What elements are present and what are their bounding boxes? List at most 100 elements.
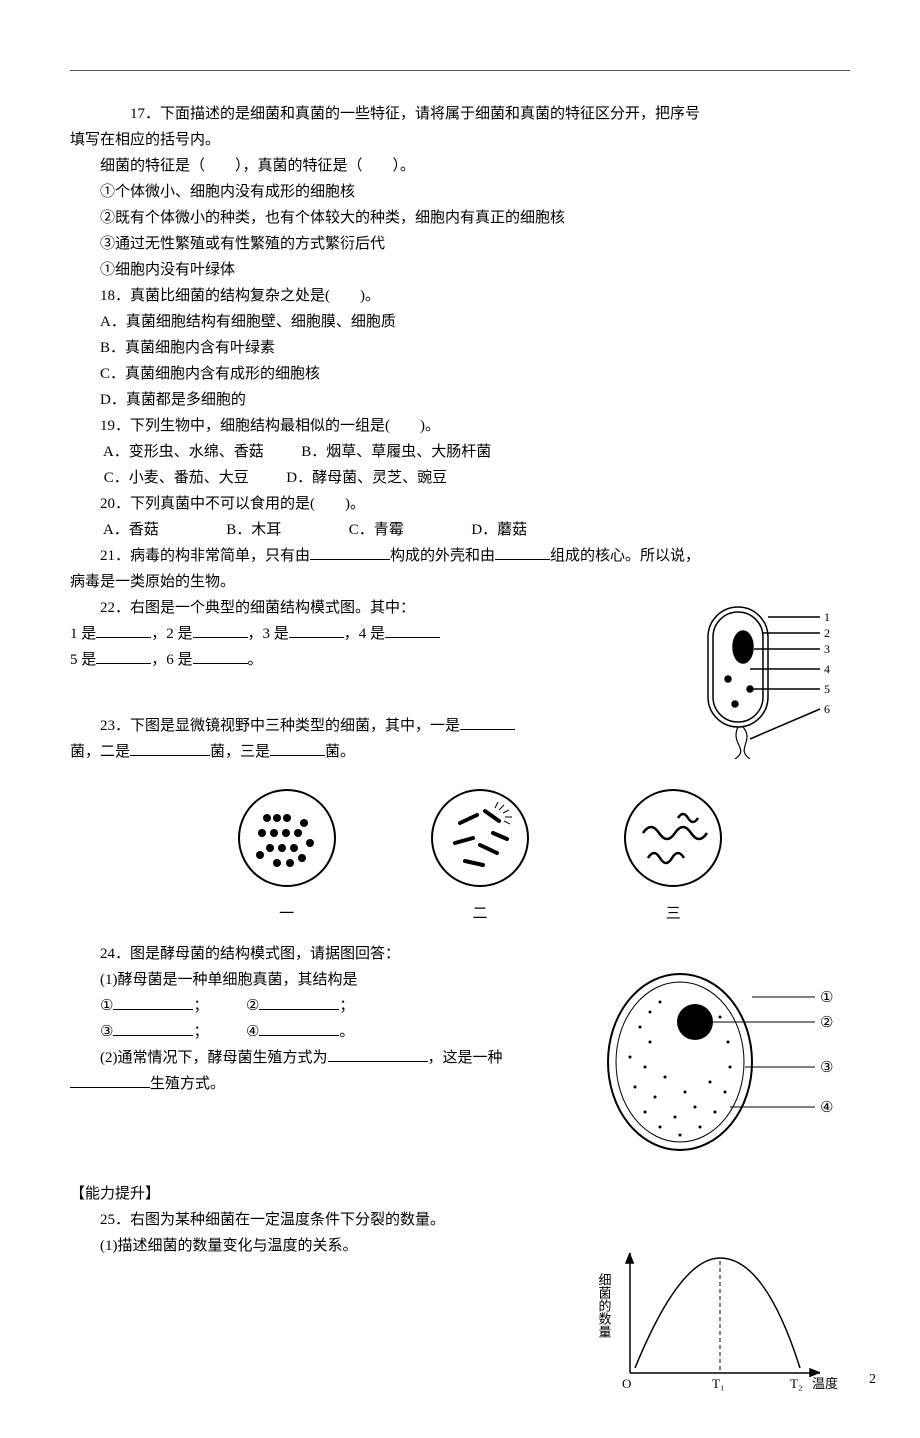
q24-p2b: ，这是一种 bbox=[428, 1050, 503, 1066]
q17-line1: 细菌的特征是（ ），真菌的特征是（ ）。 bbox=[70, 153, 850, 179]
q23-sb: 菌，二是 bbox=[70, 744, 130, 760]
q20-stem: 20．下列真菌中不可以食用的是( )。 bbox=[70, 491, 850, 517]
q24-row1: ① ； ② ； bbox=[70, 993, 580, 1019]
cap-3: 三 bbox=[618, 902, 728, 923]
q24-block: (1)酵母菌是一种单细胞真菌，其结构是 ①； ②； ③； ④。 (2)通常情况下… bbox=[70, 967, 850, 1162]
q18-stem: 18．真菌比细菌的结构复杂之处是( )。 bbox=[70, 283, 850, 309]
q22-l2c: 。 bbox=[248, 652, 263, 668]
q19-c: C．小麦、番茄、大豆 bbox=[104, 470, 249, 486]
yeast-label-4: ④ bbox=[820, 1100, 833, 1116]
q22-blank5 bbox=[96, 648, 151, 664]
q25-stem: 25．右图为某种细菌在一定温度条件下分裂的数量。 bbox=[70, 1207, 850, 1233]
bact-label-2: 2 bbox=[824, 626, 830, 640]
page: 17．下面描述的是细菌和真菌的一些特征，请将属于细菌和真菌的特征区分开，把序号 … bbox=[0, 0, 920, 1438]
chart-ylabel: 细菌的数量 bbox=[597, 1273, 612, 1338]
q18-d: D．真菌都是多细胞的 bbox=[70, 387, 850, 413]
q24-stem: 24．图是酵母菌的结构模式图，请据图回答： bbox=[70, 941, 850, 967]
q19-stem: 19．下列生物中，细胞结构最相似的一组是( )。 bbox=[70, 413, 850, 439]
q21-blank1 bbox=[310, 544, 390, 560]
q22-blank4 bbox=[385, 622, 440, 638]
q17-c4: ①细胞内没有叶绿体 bbox=[70, 257, 850, 283]
bacterium-icon: 1 2 3 4 5 6 bbox=[680, 589, 850, 759]
q21-blank2 bbox=[495, 544, 550, 560]
yeast-label-1: ① bbox=[820, 990, 833, 1006]
yeast-diagram: ① ② ③ ④ bbox=[580, 967, 850, 1162]
top-rule bbox=[70, 70, 850, 71]
q22-l1a: 1 是 bbox=[70, 626, 96, 642]
cocci-icon bbox=[232, 783, 342, 893]
q19-d: D．酵母菌、灵芝、豌豆 bbox=[286, 470, 447, 486]
bact-label-3: 3 bbox=[824, 642, 830, 656]
q19-row1: A．变形虫、水绵、香菇 B．烟草、草履虫、大肠杆菌 bbox=[70, 439, 850, 465]
page-number: 2 bbox=[869, 1372, 876, 1388]
q24-r1a: ① bbox=[100, 998, 113, 1014]
q17-stem-2: 填写在相应的括号内。 bbox=[70, 127, 850, 153]
q19-row2: C．小麦、番茄、大豆 D．酵母菌、灵芝、豌豆 bbox=[70, 465, 850, 491]
q20-a: A．香菇 bbox=[103, 522, 159, 538]
q23-blank3 bbox=[270, 740, 325, 756]
q24-b3 bbox=[113, 1020, 193, 1036]
q24-p2: (2)通常情况下，酵母菌生殖方式为 ，这是一种 bbox=[70, 1045, 580, 1071]
chart-xlabel: 温度 bbox=[812, 1376, 838, 1391]
q24-r2d: 。 bbox=[339, 1024, 354, 1040]
yeast-icon: ① ② ③ ④ bbox=[590, 967, 850, 1157]
q24-p3: 生殖方式。 bbox=[70, 1071, 580, 1097]
q24-b6 bbox=[70, 1072, 150, 1088]
q23-sa: 23．下图是显微镜视野中三种类型的细菌，其中，一是 bbox=[100, 718, 460, 734]
yeast-label-2: ② bbox=[820, 1015, 833, 1031]
bact-label-4: 4 bbox=[824, 662, 830, 676]
q24-r2a: ③ bbox=[100, 1024, 113, 1040]
bact-label-6: 6 bbox=[824, 702, 830, 716]
q21-mid2: 组成的核心。所以说， bbox=[550, 548, 700, 564]
q22-l2b: ，6 是 bbox=[151, 652, 192, 668]
q24-b5 bbox=[328, 1046, 428, 1062]
q23-blank1 bbox=[460, 714, 515, 730]
chart-t2: T₂ bbox=[790, 1376, 802, 1391]
temperature-chart-icon: 细菌的数量 O T₁ T₂ 温度 bbox=[590, 1233, 850, 1393]
bacilli-icon bbox=[425, 783, 535, 893]
q21-mid1: 构成的外壳和由 bbox=[390, 548, 495, 564]
q17-c1: ①个体微小、细胞内没有成形的细胞核 bbox=[70, 179, 850, 205]
q24-b4 bbox=[259, 1020, 339, 1036]
q24-row2: ③； ④。 bbox=[70, 1019, 580, 1045]
bacterium-diagram: 1 2 3 4 5 6 bbox=[680, 589, 850, 764]
q22-blank6 bbox=[193, 648, 248, 664]
q20-c: C．青霉 bbox=[349, 522, 404, 538]
q22-blank3 bbox=[289, 622, 344, 638]
q24-r1c: ② bbox=[246, 998, 259, 1014]
section-ability: 【能力提升】 bbox=[70, 1182, 850, 1203]
q22-l2a: 5 是 bbox=[70, 652, 96, 668]
q19-b: B．烟草、草履虫、大肠杆菌 bbox=[301, 444, 491, 460]
yeast-label-3: ③ bbox=[820, 1060, 833, 1076]
cap-1: 一 bbox=[232, 902, 342, 923]
q18-b: B．真菌细胞内含有叶绿素 bbox=[70, 335, 850, 361]
q17-c3: ③通过无性繁殖或有性繁殖的方式繁衍后代 bbox=[70, 231, 850, 257]
chart-origin: O bbox=[622, 1376, 631, 1391]
q24-r1d: ； bbox=[339, 998, 354, 1014]
spirilla-icon bbox=[618, 783, 728, 893]
q25-chart: 细菌的数量 O T₁ T₂ 温度 bbox=[590, 1233, 850, 1398]
q19-a: A．变形虫、水绵、香菇 bbox=[103, 444, 264, 460]
q24-r2c: ④ bbox=[246, 1024, 259, 1040]
q18-c: C．真菌细胞内含有成形的细胞核 bbox=[70, 361, 850, 387]
q23-figures: 一 二 bbox=[70, 773, 850, 933]
q24-b1 bbox=[113, 994, 193, 1010]
q23-sc: 菌，三是 bbox=[210, 744, 270, 760]
q25-p1: (1)描述细菌的数量变化与温度的关系。 bbox=[70, 1233, 590, 1259]
chart-t1: T₁ bbox=[712, 1376, 724, 1391]
q22-l1b: ，2 是 bbox=[151, 626, 192, 642]
q22-blank1 bbox=[96, 622, 151, 638]
q20-d: D．蘑菇 bbox=[471, 522, 527, 538]
q24-b2 bbox=[259, 994, 339, 1010]
bact-label-1: 1 bbox=[824, 610, 830, 624]
q21-pre: 21．病毒的构非常简单，只有由 bbox=[100, 548, 310, 564]
q17-c2: ②既有个体微小的种类，也有个体较大的种类，细胞内有真正的细胞核 bbox=[70, 205, 850, 231]
q24-r1b: ； bbox=[193, 998, 208, 1014]
q24-p3-text: 生殖方式。 bbox=[150, 1076, 225, 1092]
q20-b: B．木耳 bbox=[226, 522, 281, 538]
q20-options: A．香菇 B．木耳 C．青霉 D．蘑菇 bbox=[70, 517, 850, 543]
cap-2: 二 bbox=[425, 902, 535, 923]
q23-blank2 bbox=[130, 740, 210, 756]
q22-l1d: ，4 是 bbox=[344, 626, 385, 642]
q24-p2a: (2)通常情况下，酵母菌生殖方式为 bbox=[100, 1050, 328, 1066]
